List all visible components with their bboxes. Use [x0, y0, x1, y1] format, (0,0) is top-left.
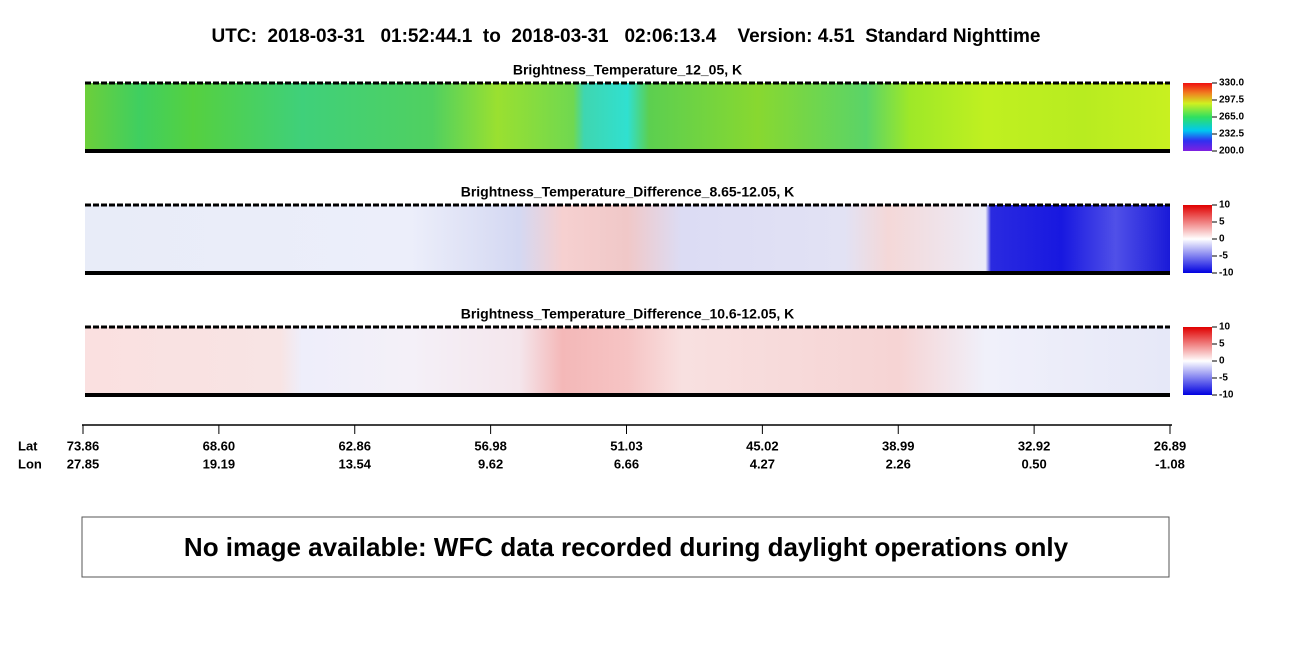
lat-value: 26.89: [1154, 438, 1187, 453]
lat-value: 51.03: [610, 438, 643, 453]
message-box: [81, 516, 1170, 578]
panel-title: Brightness_Temperature_Difference_8.65-1…: [461, 184, 795, 200]
lon-value: 9.62: [478, 456, 503, 471]
page-title: UTC: 2018-03-31 01:52:44.1 to 2018-03-31…: [212, 26, 1041, 47]
lon-value: 0.50: [1021, 456, 1046, 471]
colorbar: [1183, 205, 1212, 273]
lat-value: 45.02: [746, 438, 779, 453]
colorbar-tick-label: 232.5: [1219, 129, 1244, 140]
colorbar-tick-label: 0: [1219, 356, 1225, 367]
message: No image available: WFC data recorded du…: [184, 532, 1069, 562]
colorbar-tick-label: 297.5: [1219, 95, 1244, 106]
lat-label: Lat: [18, 438, 38, 453]
lat-value: 56.98: [474, 438, 507, 453]
colorbar-tick-label: 0: [1219, 234, 1225, 245]
panel-title: Brightness_Temperature_12_05, K: [513, 62, 742, 78]
heatmap: [85, 83, 1170, 151]
colorbar-tick-label: 10: [1219, 200, 1231, 211]
lat-value: 68.60: [203, 438, 236, 453]
colorbar-tick-label: 10: [1219, 322, 1231, 333]
colorbar-tick-label: -10: [1219, 268, 1234, 279]
lon-value: 6.66: [614, 456, 639, 471]
lon-label: Lon: [18, 456, 42, 471]
panel-title: Brightness_Temperature_Difference_10.6-1…: [461, 306, 795, 322]
colorbar-tick-label: 5: [1219, 339, 1225, 350]
lon-value: -1.08: [1155, 456, 1185, 471]
colorbar-tick-label: 5: [1219, 217, 1225, 228]
heatmap: [85, 327, 1170, 395]
lat-value: 73.86: [67, 438, 100, 453]
colorbar: [1183, 83, 1212, 151]
lat-value: 38.99: [882, 438, 915, 453]
lat-value: 62.86: [338, 438, 371, 453]
heatmap: [85, 205, 1170, 273]
colorbar: [1183, 327, 1212, 395]
lon-value: 19.19: [203, 456, 236, 471]
colorbar-tick-label: 200.0: [1219, 146, 1244, 157]
colorbar-tick-label: -5: [1219, 373, 1228, 384]
colorbar-tick-label: 265.0: [1219, 112, 1244, 123]
lon-value: 2.26: [886, 456, 911, 471]
colorbar-tick-label: -5: [1219, 251, 1228, 262]
colorbar-tick-label: -10: [1219, 390, 1234, 401]
lon-value: 27.85: [67, 456, 100, 471]
lat-value: 32.92: [1018, 438, 1051, 453]
lon-value: 4.27: [750, 456, 775, 471]
colorbar-tick-label: 330.0: [1219, 78, 1244, 89]
lon-value: 13.54: [338, 456, 371, 471]
